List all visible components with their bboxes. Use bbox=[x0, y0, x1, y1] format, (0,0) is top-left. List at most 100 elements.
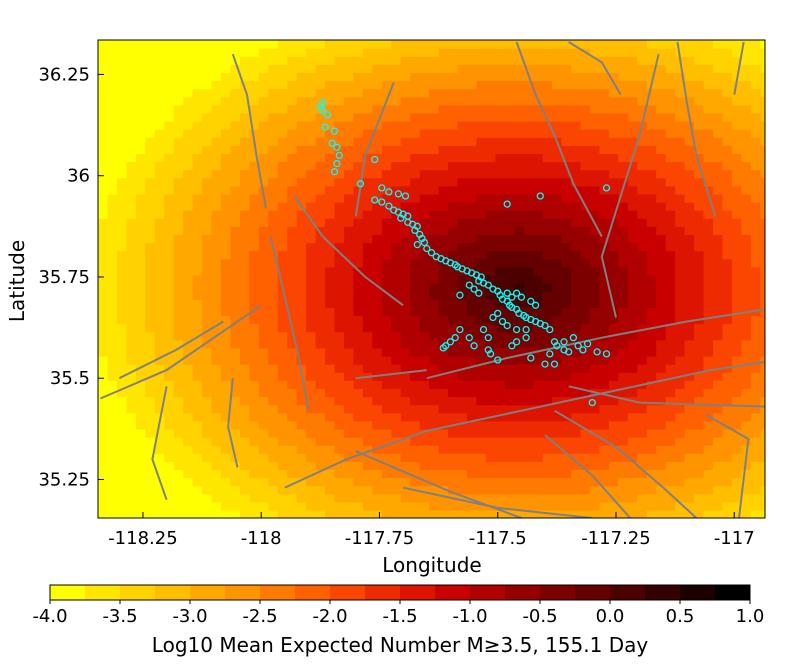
heatmap-cell bbox=[684, 420, 695, 430]
heatmap-cell bbox=[646, 347, 657, 357]
heatmap-cell bbox=[277, 56, 288, 65]
heatmap-cell bbox=[410, 323, 421, 333]
heatmap-cell bbox=[523, 193, 534, 203]
heatmap-cell bbox=[306, 80, 317, 90]
heatmap-cell bbox=[353, 364, 364, 373]
heatmap-cell bbox=[362, 104, 373, 114]
heatmap-cell bbox=[561, 226, 572, 236]
heatmap-cell bbox=[334, 436, 345, 446]
heatmap-cell bbox=[542, 72, 553, 82]
heatmap-cell bbox=[362, 501, 373, 511]
heatmap-cell bbox=[220, 428, 232, 438]
heatmap-cell bbox=[694, 121, 705, 130]
heatmap-cell bbox=[571, 428, 582, 438]
heatmap-cell bbox=[485, 185, 496, 195]
heatmap-cell bbox=[618, 501, 629, 511]
heatmap-cell bbox=[627, 364, 638, 373]
heatmap-cell bbox=[211, 40, 222, 49]
heatmap-cell bbox=[107, 299, 118, 308]
heatmap-cell bbox=[656, 291, 667, 300]
heatmap-cell bbox=[731, 283, 742, 292]
heatmap-cell bbox=[514, 412, 525, 422]
heatmap-cell bbox=[116, 331, 127, 341]
heatmap-cell bbox=[164, 88, 175, 98]
heatmap-cell bbox=[296, 88, 307, 98]
heatmap-cell bbox=[476, 477, 487, 487]
heatmap-cell bbox=[646, 291, 657, 300]
heatmap-cell bbox=[485, 339, 496, 349]
heatmap-cell bbox=[192, 48, 203, 57]
heatmap-cell bbox=[429, 323, 440, 333]
heatmap-cell bbox=[315, 234, 326, 244]
heatmap-cell bbox=[287, 153, 298, 163]
aftershock-point bbox=[527, 297, 535, 305]
heatmap-cell bbox=[457, 153, 468, 163]
heatmap-cell bbox=[523, 218, 534, 227]
heatmap-cell bbox=[98, 323, 109, 333]
heatmap-cell bbox=[325, 485, 336, 495]
heatmap-cell bbox=[287, 40, 298, 49]
heatmap-cell bbox=[410, 283, 421, 292]
heatmap-cell bbox=[277, 161, 288, 171]
heatmap-cell bbox=[183, 88, 194, 98]
heatmap-cell bbox=[183, 64, 194, 74]
heatmap-cell bbox=[703, 420, 714, 430]
heatmap-cell bbox=[315, 226, 326, 236]
heatmap-cell bbox=[656, 210, 667, 219]
heatmap-cell bbox=[315, 388, 326, 398]
heatmap-cell bbox=[211, 137, 222, 146]
heatmap-cell bbox=[618, 266, 629, 276]
heatmap-cell bbox=[580, 210, 591, 219]
heatmap-cell bbox=[656, 331, 667, 341]
heatmap-cell bbox=[220, 137, 232, 146]
heatmap-cell bbox=[665, 453, 676, 462]
heatmap-cell bbox=[571, 461, 582, 470]
heatmap-cell bbox=[599, 331, 610, 341]
heatmap-cell bbox=[438, 355, 449, 365]
heatmap-cell bbox=[98, 291, 109, 300]
heatmap-cell bbox=[608, 380, 619, 389]
heatmap-cell bbox=[362, 210, 373, 219]
heatmap-cell bbox=[571, 121, 582, 130]
heatmap-cell bbox=[571, 388, 582, 398]
heatmap-cell bbox=[220, 396, 232, 406]
heatmap-cell bbox=[211, 291, 222, 300]
heatmap-cell bbox=[391, 396, 402, 406]
heatmap-cell bbox=[116, 307, 127, 317]
heatmap-cell bbox=[722, 299, 733, 308]
heatmap-cell bbox=[116, 258, 127, 268]
heatmap-cell bbox=[504, 501, 515, 511]
heatmap-cell bbox=[183, 210, 194, 219]
heatmap-cell bbox=[637, 145, 648, 155]
heatmap-cell bbox=[173, 453, 184, 462]
heatmap-cell bbox=[362, 121, 373, 130]
heatmap-cell bbox=[552, 169, 563, 179]
heatmap-cell bbox=[287, 299, 298, 308]
heatmap-cell bbox=[542, 299, 553, 308]
heatmap-cell bbox=[372, 96, 383, 106]
heatmap-cell bbox=[258, 299, 269, 308]
heatmap-cell bbox=[542, 137, 553, 146]
heatmap-cell bbox=[627, 72, 638, 82]
heatmap-cell bbox=[249, 193, 260, 203]
heatmap-cell bbox=[637, 274, 648, 284]
heatmap-cell bbox=[637, 339, 648, 349]
heatmap-cell bbox=[173, 218, 184, 227]
heatmap-cell bbox=[230, 323, 241, 333]
heatmap-cell bbox=[533, 412, 544, 422]
heatmap-cell bbox=[362, 485, 373, 495]
heatmap-cell bbox=[608, 339, 619, 349]
heatmap-cell bbox=[287, 169, 298, 179]
heatmap-cell bbox=[268, 380, 279, 389]
heatmap-cell bbox=[220, 339, 232, 349]
heatmap-cell bbox=[466, 274, 478, 284]
heatmap-cell bbox=[145, 96, 156, 106]
heatmap-cell bbox=[391, 218, 402, 227]
heatmap-cell bbox=[523, 242, 534, 252]
heatmap-cell bbox=[750, 436, 761, 446]
heatmap-cell bbox=[703, 509, 714, 518]
heatmap-cell bbox=[343, 96, 355, 106]
heatmap-cell bbox=[684, 355, 695, 365]
heatmap-cell bbox=[712, 355, 724, 365]
heatmap-cell bbox=[760, 355, 765, 365]
